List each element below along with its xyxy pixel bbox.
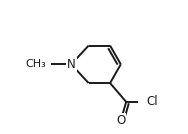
Text: Cl: Cl [146, 95, 158, 108]
Text: N: N [67, 58, 76, 71]
Text: CH₃: CH₃ [25, 59, 46, 69]
Text: O: O [116, 114, 125, 127]
